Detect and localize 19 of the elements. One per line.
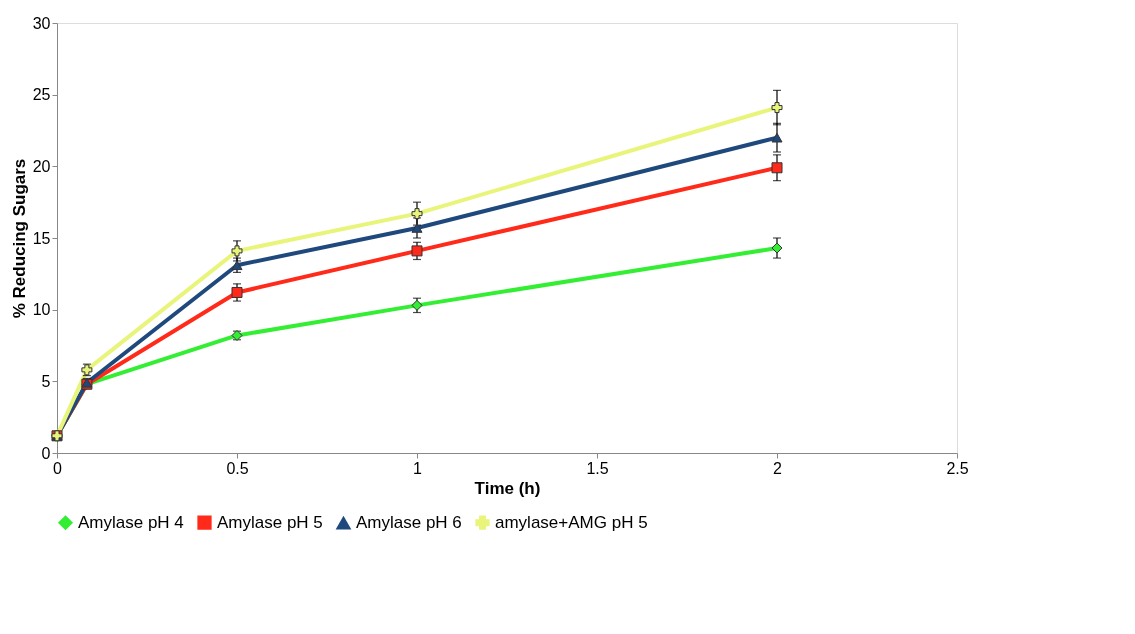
x-axis-title: Time (h) [474, 478, 541, 498]
y-tick-label: 15 [32, 229, 51, 247]
y-tick-label: 10 [32, 301, 51, 319]
legend-label: Amylase pH 4 [78, 512, 184, 532]
y-tick-label: 5 [41, 372, 51, 390]
legend-label: Amylase pH 5 [217, 512, 323, 532]
x-tick-label: 0.5 [226, 459, 249, 477]
legend-label: amylase+AMG pH 5 [495, 512, 648, 532]
legend-label: Amylase pH 6 [356, 513, 462, 533]
y-tick-label: 0 [41, 444, 51, 462]
x-tick-label: 1.5 [586, 459, 609, 477]
y-tick-label: 25 [32, 86, 51, 104]
y-tick-label: 30 [32, 14, 51, 32]
y-tick-label: 20 [32, 157, 51, 175]
x-tick-label: 2.5 [946, 459, 969, 477]
x-tick-label: 2 [773, 459, 783, 477]
x-tick-label: 0 [53, 459, 63, 477]
x-tick-label: 1 [413, 459, 423, 477]
y-axis-title: % Reducing Sugars [9, 158, 29, 319]
